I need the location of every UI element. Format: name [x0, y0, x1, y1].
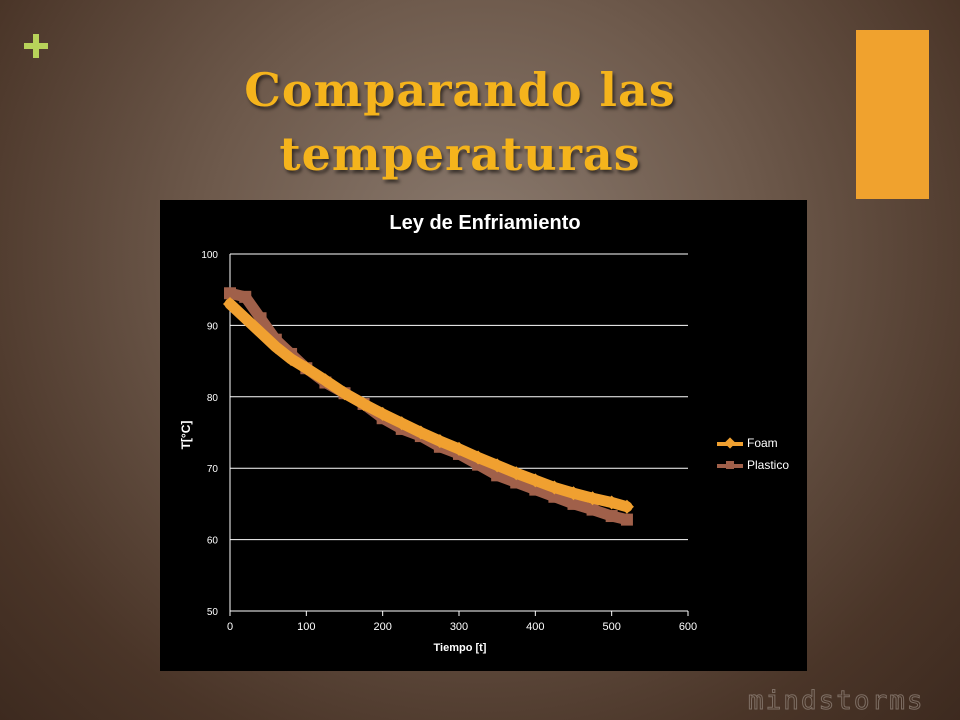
x-tick-label: 300	[450, 621, 468, 633]
x-tick-label: 0	[227, 621, 233, 633]
data-point-plastico	[605, 510, 618, 523]
data-point-foam	[238, 311, 253, 326]
data-point-foam	[268, 339, 283, 354]
slide-title: Comparando las temperaturas	[244, 63, 676, 181]
data-point-foam	[337, 386, 352, 401]
data-point-plastico	[620, 513, 633, 526]
plus-icon	[24, 34, 48, 58]
y-axis-label: T[°C]	[179, 420, 193, 450]
data-point-foam	[432, 434, 447, 449]
data-point-foam	[413, 425, 428, 440]
data-point-foam	[394, 416, 409, 431]
x-tick-label: 100	[297, 621, 315, 633]
accent-bar	[856, 30, 929, 199]
data-point-foam	[452, 441, 466, 456]
y-tick-label: 50	[207, 607, 219, 618]
x-tick-label: 500	[602, 621, 620, 633]
y-tick-label: 70	[207, 464, 219, 475]
data-point-foam	[375, 406, 390, 421]
data-point-plastico	[224, 287, 236, 300]
data-point-foam	[509, 466, 524, 481]
y-tick-label: 100	[201, 250, 218, 261]
y-tick-label: 80	[207, 393, 219, 404]
data-point-foam	[223, 296, 237, 311]
data-point-foam	[585, 491, 600, 506]
mindstorms-watermark: mindstorms	[748, 686, 925, 717]
x-tick-label: 400	[526, 621, 544, 633]
data-point-foam	[566, 486, 581, 501]
data-point-foam	[318, 373, 333, 388]
chart-plot: 50 60 70 80 90 100 0 100 200 300 400 500 600	[201, 250, 697, 633]
data-point-foam	[619, 499, 634, 514]
legend-label-foam: Foam	[747, 436, 778, 450]
data-point-foam	[253, 325, 268, 340]
data-point-foam	[547, 480, 562, 495]
data-point-plastico	[586, 503, 599, 516]
data-point-foam	[528, 473, 543, 488]
data-point-plastico	[254, 312, 267, 325]
x-tick-label: 600	[679, 621, 697, 633]
y-tick-label: 90	[207, 321, 219, 332]
data-point-foam	[490, 458, 505, 473]
x-tick-label: 200	[373, 621, 391, 633]
data-point-foam	[356, 396, 371, 411]
chart-panel: 50 60 70 80 90 100 0 100 200 300 400 500 600 Ley de …	[160, 200, 807, 671]
data-point-foam	[284, 351, 299, 366]
legend-marker-plastico	[726, 461, 734, 469]
data-point-foam	[299, 361, 314, 376]
legend-label-plastico: Plastico	[747, 458, 790, 472]
series-line-foam	[224, 298, 633, 513]
data-point-foam	[604, 495, 619, 510]
x-axis-label: Tiempo [t]	[433, 642, 487, 654]
data-point-foam	[471, 450, 486, 465]
data-point-plastico	[567, 497, 580, 510]
chart-title: Ley de Enfriamiento	[389, 212, 581, 234]
data-point-plastico	[239, 290, 252, 303]
y-tick-label: 60	[207, 536, 219, 547]
